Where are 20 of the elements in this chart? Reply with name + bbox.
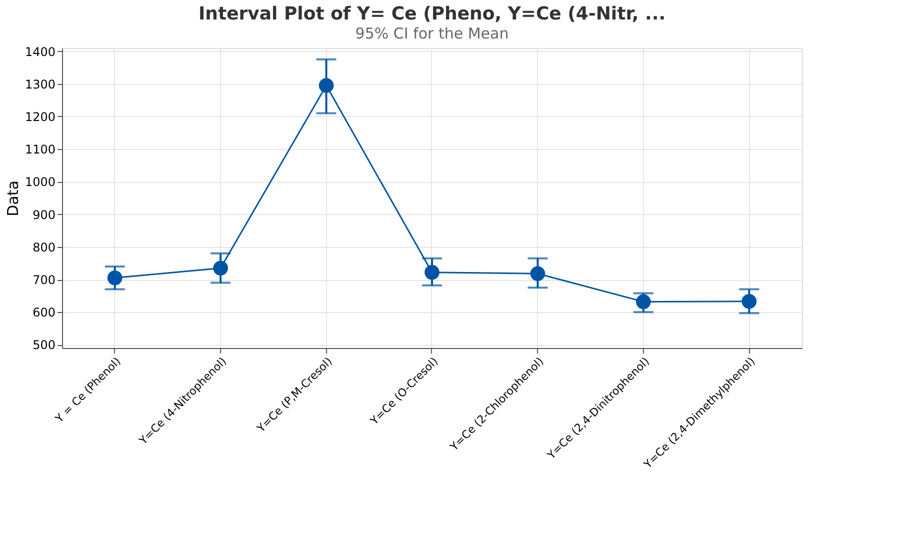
y-tick-label: 1200 [24, 110, 56, 124]
y-tick-label: 1100 [24, 142, 56, 157]
y-tick-label: 1400 [24, 44, 56, 59]
y-tick-label: 900 [32, 208, 56, 222]
y-tick-label: 1000 [24, 175, 56, 190]
point [213, 260, 228, 276]
point [530, 266, 546, 282]
point [318, 78, 334, 93]
y-tick-label: 1300 [24, 77, 56, 92]
point [636, 294, 651, 310]
y-axis-title: Data [4, 180, 22, 216]
y-tick-label: 500 [32, 338, 56, 352]
y-tick-label: 800 [32, 240, 56, 254]
chart-title: Interval Plot of Y= Ce (Pheno, Y=Ce (4-Nitr, ... [198, 3, 666, 24]
chart-subtitle: 95% CI for the Mean [355, 24, 509, 42]
point [424, 264, 440, 280]
point [742, 294, 757, 309]
y-tick-label: 700 [32, 273, 56, 288]
y-tick-label: 600 [32, 306, 56, 320]
point [107, 270, 122, 286]
